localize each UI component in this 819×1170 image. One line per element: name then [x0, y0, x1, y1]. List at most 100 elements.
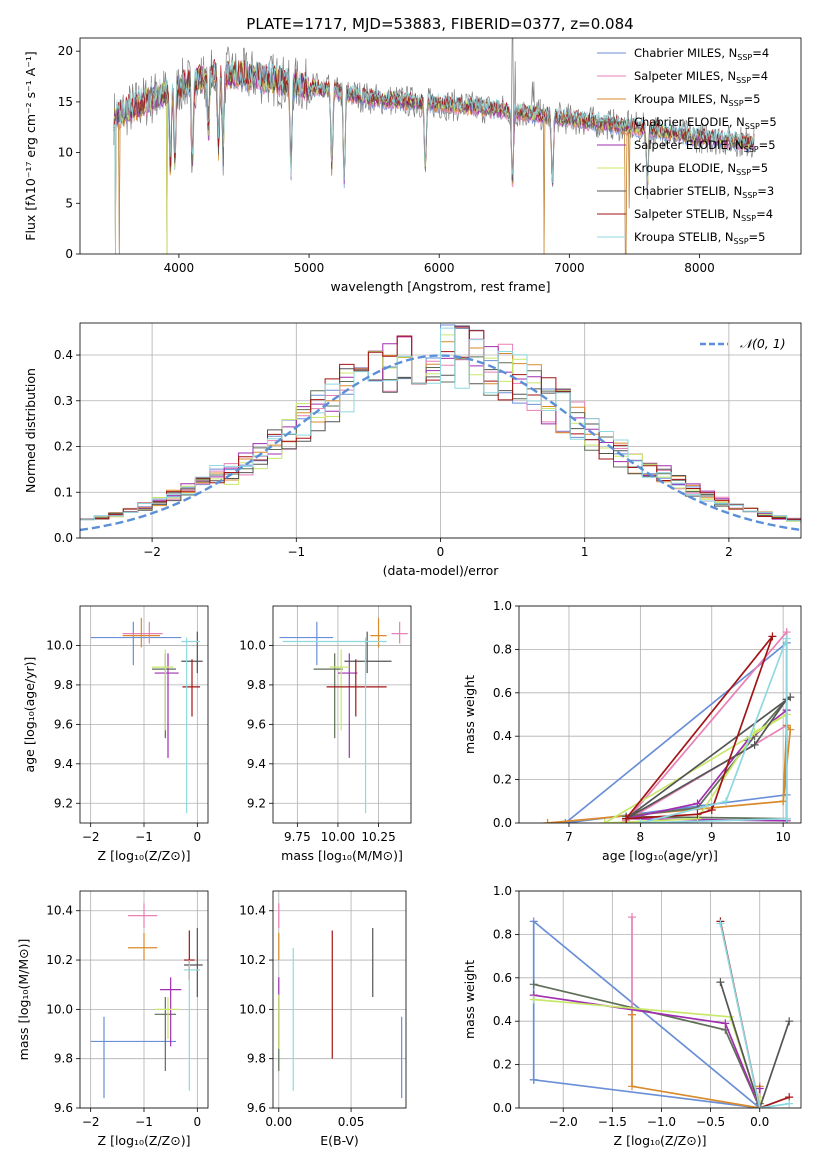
weight-marker [755, 1084, 764, 1093]
legend-label-sub: SSP [742, 191, 757, 200]
x-tick-label: 9 [708, 830, 716, 844]
y-tick-label: 0.1 [54, 485, 73, 499]
errorbar-point [184, 960, 200, 1091]
y-axis-label: age [log₁₀(age/yr)] [22, 657, 37, 773]
weight-marker [722, 797, 731, 806]
panel-age_vs_mass: 9.75 10.00 10.25 9.2 9.4 9.6 9.8 10.0 mass [log₁… [239, 605, 412, 863]
axes-frame [79, 605, 209, 824]
x-axis-label: (data-model)/error [383, 563, 500, 578]
y-tick-label: 5 [65, 196, 73, 210]
y-tick-label: 10.4 [239, 904, 266, 918]
errorbar-point [154, 997, 176, 1072]
axes-frame [272, 890, 407, 1109]
legend-label-sub: SSP [744, 145, 759, 154]
y-tick-label: 9.8 [247, 1052, 266, 1066]
weight-marker [716, 919, 725, 928]
weight-marker [529, 980, 538, 989]
y-tick-label: 9.2 [54, 796, 73, 810]
errorbar-point [152, 653, 176, 739]
weight-marker [785, 1017, 794, 1026]
panel-weight_vs_age: 7 8 9 10 0.0 0.2 0.4 0.6 0.8 1.0 age [log₁₀(age/yr… [462, 599, 802, 863]
weight-marker [693, 810, 702, 819]
legend-label: Chabrier STELIB, NSSP=3 [634, 184, 774, 200]
errorbar-point [279, 621, 334, 666]
weight-marker [693, 799, 702, 808]
y-tick-label: 0.8 [493, 642, 512, 656]
y-tick-label: 10.0 [239, 638, 266, 652]
y-tick-label: 20 [58, 44, 73, 58]
errorbar-point [154, 653, 179, 758]
grid [273, 606, 411, 823]
weight-marker [768, 632, 777, 641]
y-tick-label: 15 [58, 95, 73, 109]
legend-label: Kroupa MILES, NSSP=5 [634, 92, 760, 108]
weight-marker [600, 819, 609, 823]
y-axis-label: Normed distribution [23, 368, 38, 493]
errorbar-point [370, 617, 387, 648]
weight-marker [627, 913, 636, 922]
legend-label-tail: =4 [751, 69, 768, 83]
x-tick-label: −1 [287, 545, 305, 559]
y-tick-label: 0 [65, 247, 73, 261]
y-tick-label: 0.8 [493, 927, 512, 941]
weight-marker [782, 814, 791, 823]
x-tick-label: 0 [194, 1115, 202, 1129]
weight-marker [786, 725, 795, 734]
y-tick-label: 0.2 [493, 773, 512, 787]
legend-label-main: Salpeter STELIB, N [634, 207, 741, 221]
legend-label-tail: =5 [760, 115, 777, 129]
x-tick-label: −1 [135, 830, 153, 844]
legend-label-sub: SSP [745, 122, 760, 131]
x-tick-label: 4000 [164, 261, 195, 275]
legend-label: Salpeter ELODIE, NSSP=5 [634, 138, 776, 154]
axes-frame [518, 605, 802, 824]
legend-label-main: Salpeter ELODIE, N [634, 138, 744, 152]
panel-mass_vs_Z: −2 −1 0 9.6 9.8 10.0 10.2 10.4 Z [log₁₀(Z/Z⊙)] ma… [16, 890, 209, 1148]
weight-marker [627, 1082, 636, 1091]
errorbar-point [344, 631, 392, 674]
x-tick-label: 8 [637, 830, 645, 844]
y-tick-label: 9.8 [247, 678, 266, 692]
legend-label: Salpeter MILES, NSSP=4 [634, 69, 768, 85]
errorbar-point [128, 903, 158, 928]
x-tick-label: 8000 [684, 261, 715, 275]
weight-line-2 [547, 723, 792, 823]
weight-line-6 [719, 981, 791, 1108]
grid [80, 606, 208, 823]
legend-label-main: Chabrier ELODIE, N [634, 115, 745, 129]
y-tick-label: 0.6 [493, 686, 512, 700]
y-tick-label: 0.2 [54, 440, 73, 454]
weight-marker [561, 819, 570, 823]
x-tick-label: 0.05 [338, 1115, 365, 1129]
x-tick-label: 7 [565, 830, 573, 844]
y-tick-label: 0.2 [493, 1058, 512, 1072]
plot-layer [90, 903, 203, 1099]
y-tick-label: 9.4 [247, 757, 266, 771]
weight-marker [721, 1019, 730, 1028]
errorbar-point [282, 637, 387, 814]
errorbar-point [90, 1016, 176, 1099]
legend-label-tail: =4 [752, 46, 769, 60]
y-tick-label: 10 [58, 146, 73, 160]
weight-marker [622, 814, 631, 823]
axes-frame [79, 890, 209, 1109]
weight-marker [529, 1075, 538, 1084]
weight-marker [755, 1104, 764, 1108]
errorbar-point [182, 659, 200, 717]
y-tick-label: 10.0 [46, 638, 73, 652]
x-axis-label: wavelength [Angstrom, rest frame] [330, 279, 550, 294]
legend-label-sub: SSP [741, 214, 756, 223]
weight-line-3 [625, 697, 788, 820]
x-tick-label: 5000 [294, 261, 325, 275]
x-tick-label: 0.00 [265, 1115, 292, 1129]
errorbar-point [326, 659, 387, 717]
errorbar-point [329, 649, 350, 731]
plot-layer [113, 38, 755, 254]
y-tick-label: 0.0 [493, 816, 512, 830]
x-tick-label: 9.75 [284, 830, 311, 844]
plot-layer [90, 617, 203, 814]
x-tick-label: −2 [82, 830, 100, 844]
x-tick-label: −2.0 [549, 1115, 578, 1129]
panel-spectrum: 4000 5000 6000 7000 8000 0 5 10 15 20 wavelength [… [23, 37, 802, 294]
